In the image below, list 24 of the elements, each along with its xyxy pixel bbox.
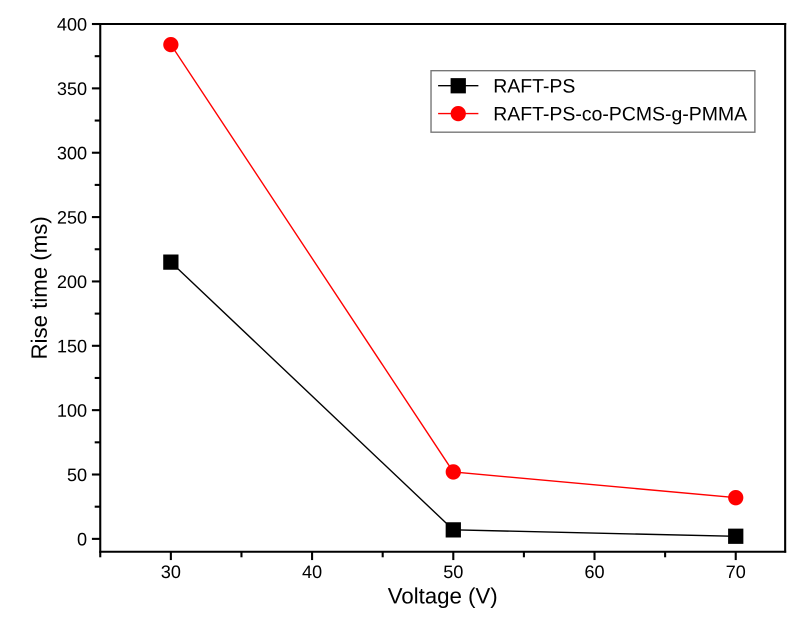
y-tick-label: 250 [58,211,86,224]
point [728,490,744,506]
y-tick-label: 0 [78,532,86,546]
point [446,464,461,480]
x-tick-label: 40 [302,565,322,578]
y-tick-label: 50 [68,468,86,482]
y-tick-label: 300 [58,146,86,160]
x-tick-label: 50 [444,565,463,578]
y-tick-label: 100 [58,404,86,417]
x-tick-label: 60 [585,565,604,578]
legend-label: RAFT-PS-co-PCMS-g-PMMA [494,106,748,124]
y-tick-label: 200 [58,275,86,288]
x-tick-label: 30 [162,565,180,578]
legend-label: RAFT-PS [494,78,574,93]
x-tick-label: 70 [726,565,746,578]
y-tick-label: 150 [58,340,86,353]
point [163,254,178,270]
y-tick-label: 350 [58,82,86,96]
point [446,522,461,538]
y-axis-title: Rise time (ms) [30,218,52,358]
point [163,36,178,52]
y-tick-label: 400 [57,18,86,31]
x-axis-title: Voltage (V) [388,587,496,608]
point [728,528,744,544]
